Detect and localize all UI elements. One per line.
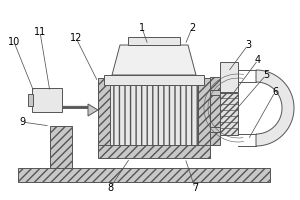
Bar [104, 75, 204, 85]
Bar [210, 77, 220, 145]
Text: 8: 8 [107, 183, 113, 193]
Text: 3: 3 [245, 40, 251, 50]
Bar [220, 62, 238, 92]
Text: 6: 6 [272, 87, 278, 97]
Text: 5: 5 [263, 70, 269, 80]
Bar [28, 94, 33, 106]
Text: 12: 12 [70, 33, 82, 43]
Bar [220, 93, 238, 135]
Bar [50, 126, 72, 168]
Text: 11: 11 [34, 27, 46, 37]
Bar [198, 78, 210, 158]
Bar [98, 145, 210, 158]
Text: 10: 10 [8, 37, 20, 47]
Bar [32, 88, 62, 112]
Bar [110, 85, 198, 145]
Text: 7: 7 [192, 183, 198, 193]
Bar [98, 78, 110, 158]
Text: 1: 1 [139, 23, 145, 33]
Polygon shape [88, 104, 98, 116]
Bar [210, 90, 220, 95]
Text: 2: 2 [189, 23, 195, 33]
Polygon shape [112, 45, 196, 75]
Bar [210, 127, 220, 132]
Polygon shape [256, 70, 294, 146]
Bar [18, 168, 270, 182]
Text: 4: 4 [255, 55, 261, 65]
Bar [128, 37, 180, 45]
Text: 9: 9 [19, 117, 25, 127]
